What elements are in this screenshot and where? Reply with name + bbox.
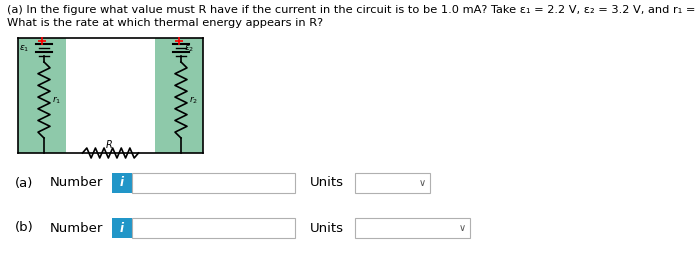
FancyBboxPatch shape bbox=[112, 173, 132, 193]
Text: R: R bbox=[106, 140, 112, 150]
Text: (b): (b) bbox=[15, 222, 34, 235]
FancyBboxPatch shape bbox=[132, 218, 295, 238]
Text: ∨: ∨ bbox=[458, 223, 466, 233]
Text: Number: Number bbox=[50, 222, 104, 235]
Text: ∨: ∨ bbox=[419, 178, 426, 188]
Text: (a): (a) bbox=[15, 177, 34, 189]
Text: $r_1$: $r_1$ bbox=[52, 94, 61, 106]
FancyBboxPatch shape bbox=[132, 173, 295, 193]
Text: What is the rate at which thermal energy appears in R?: What is the rate at which thermal energy… bbox=[7, 18, 323, 28]
Text: i: i bbox=[120, 222, 124, 235]
Text: $\varepsilon_1$: $\varepsilon_1$ bbox=[19, 44, 29, 54]
Text: Number: Number bbox=[50, 177, 104, 189]
Text: i: i bbox=[120, 177, 124, 189]
FancyBboxPatch shape bbox=[155, 38, 203, 153]
FancyBboxPatch shape bbox=[355, 173, 430, 193]
FancyBboxPatch shape bbox=[112, 218, 132, 238]
Text: (a) In the figure what value must R have if the current in the circuit is to be : (a) In the figure what value must R have… bbox=[7, 5, 700, 15]
Text: $\varepsilon_2$: $\varepsilon_2$ bbox=[184, 44, 195, 54]
FancyBboxPatch shape bbox=[355, 218, 470, 238]
Text: $r_2$: $r_2$ bbox=[189, 94, 198, 106]
FancyBboxPatch shape bbox=[18, 38, 66, 153]
Text: Units: Units bbox=[310, 222, 344, 235]
Text: Units: Units bbox=[310, 177, 344, 189]
